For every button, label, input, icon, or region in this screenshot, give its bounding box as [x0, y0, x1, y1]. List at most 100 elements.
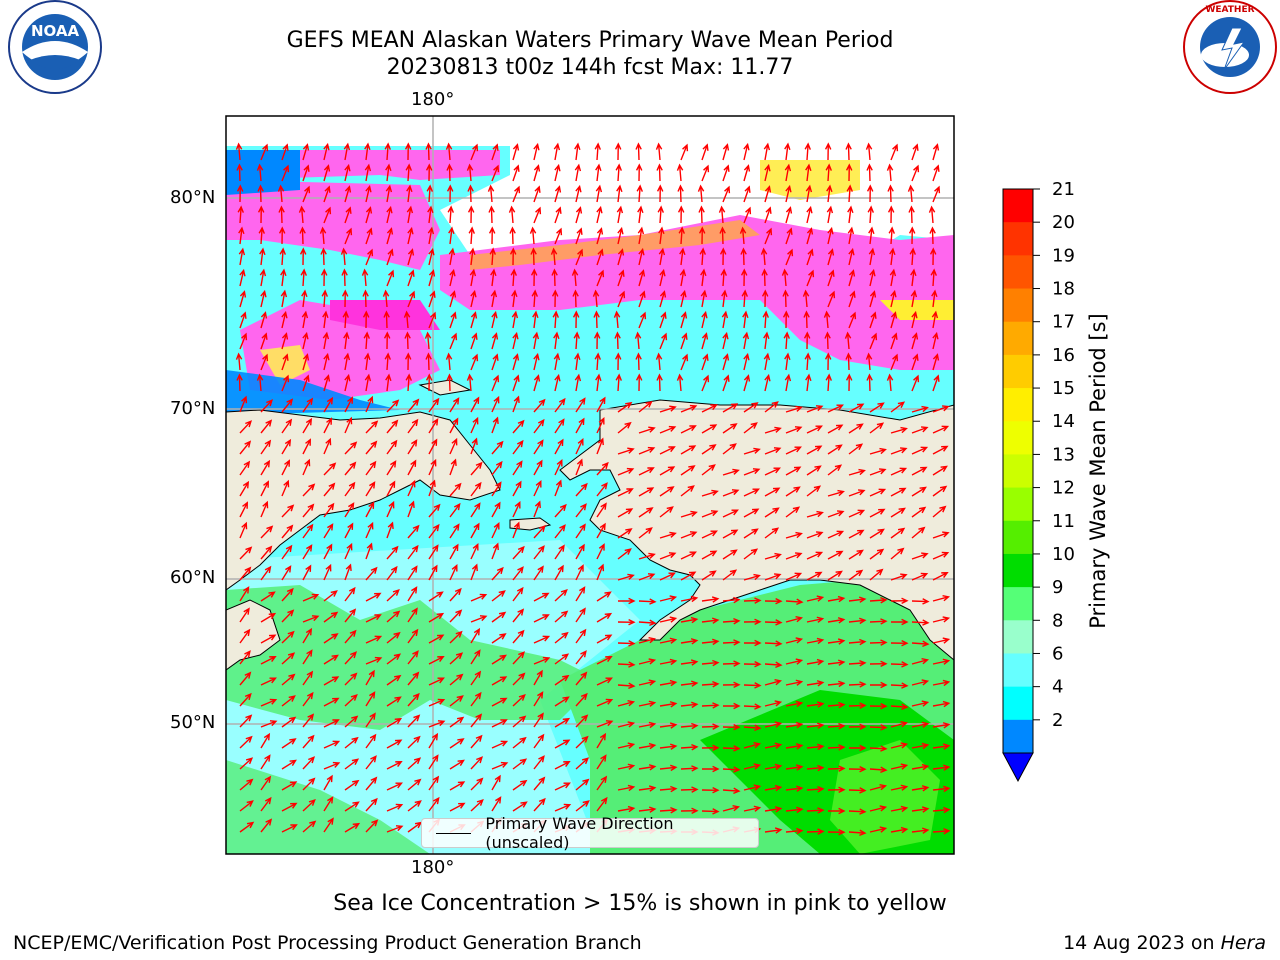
wave-arrow — [407, 628, 419, 644]
wave-arrow — [364, 352, 371, 371]
wave-arrow — [908, 226, 916, 245]
wave-arrow — [932, 679, 951, 687]
wave-arrow — [782, 289, 789, 308]
wave-arrow — [701, 464, 716, 476]
wave-arrow — [785, 721, 804, 729]
wave-arrow — [386, 480, 396, 497]
wave-arrow — [638, 552, 656, 560]
wave-arrow — [805, 163, 812, 182]
wave-arrow — [344, 672, 358, 686]
wave-arrow — [470, 461, 483, 476]
wave-arrow — [281, 398, 294, 413]
wave-arrow — [407, 778, 422, 791]
wave-arrow — [614, 331, 621, 350]
wave-arrow — [677, 184, 684, 203]
wave-arrow — [932, 743, 951, 750]
wave-arrow — [235, 142, 243, 161]
wave-arrow — [635, 142, 642, 161]
wave-arrow — [764, 185, 772, 203]
wave-arrow — [764, 373, 771, 392]
wave-arrow — [554, 564, 564, 581]
wave-arrow — [449, 587, 462, 602]
wave-arrow — [491, 566, 504, 581]
wave-arrow — [344, 416, 353, 434]
wave-arrow — [848, 808, 867, 815]
wave-arrow — [911, 405, 929, 413]
wave-arrow — [386, 439, 398, 455]
wave-arrow — [932, 485, 948, 497]
wave-arrow — [743, 508, 760, 518]
wave-arrow — [533, 185, 541, 203]
wave-arrow — [344, 779, 360, 791]
wave-arrow — [512, 566, 524, 581]
wave-arrow — [574, 163, 582, 182]
wave-arrow — [743, 660, 762, 668]
wave-arrow — [764, 467, 781, 476]
wave-arrow — [701, 786, 720, 794]
wave-arrow — [470, 522, 480, 539]
wave-arrow — [365, 592, 382, 602]
wave-arrow — [575, 227, 583, 245]
wave-arrow — [596, 522, 606, 539]
wave-arrow — [365, 420, 379, 434]
wave-arrow — [658, 226, 665, 245]
wave-arrow — [491, 310, 498, 329]
colorbar: 21 20 19 18 17 16 15 14 13 12 11 10 9 8 6 4 2 — [1002, 179, 1075, 783]
wave-arrow — [722, 331, 729, 350]
wave-arrow — [575, 650, 587, 665]
caption: Sea Ice Concentration > 15% is shown in … — [333, 891, 947, 916]
wave-arrow — [235, 352, 243, 371]
wave-arrow — [806, 571, 823, 581]
legend-line-swatch — [436, 832, 472, 834]
wave-arrow — [260, 677, 277, 686]
wave-arrow — [512, 608, 525, 623]
wave-arrow — [575, 607, 586, 623]
wave-arrow — [638, 467, 655, 476]
wave-arrow — [764, 806, 783, 813]
wave-arrow — [596, 698, 614, 707]
wave-arrow — [930, 268, 937, 287]
wave-arrow — [323, 633, 339, 644]
wave-arrow — [613, 310, 621, 329]
wave-arrow — [617, 401, 633, 413]
wave-arrow — [302, 820, 317, 833]
wave-arrow — [302, 374, 310, 392]
wave-arrow — [869, 548, 885, 560]
wave-arrow — [256, 373, 264, 392]
wave-arrow — [554, 544, 565, 560]
wave-arrow — [680, 571, 697, 581]
wave-arrow — [932, 637, 951, 644]
wave-arrow — [596, 205, 603, 224]
wave-arrow — [848, 529, 865, 539]
wave-arrow — [593, 310, 600, 329]
wave-arrow — [805, 373, 812, 392]
wave-arrow — [869, 618, 888, 625]
wave-arrow — [552, 310, 559, 329]
wave-arrow — [596, 775, 608, 791]
wave-arrow — [407, 800, 422, 812]
wave-arrow — [512, 801, 528, 812]
wave-arrow — [428, 418, 439, 434]
wave-arrow — [764, 227, 773, 245]
wave-arrow — [890, 661, 909, 668]
wave-arrow — [340, 247, 348, 266]
wave-arrow — [281, 802, 298, 812]
wave-arrow — [385, 163, 392, 182]
wave-arrow — [428, 656, 445, 665]
wave-arrow — [659, 531, 677, 539]
wave-arrow — [868, 247, 876, 266]
wave-arrow — [323, 817, 334, 833]
wave-arrow — [491, 332, 499, 350]
wave-arrow — [491, 611, 507, 623]
wave-arrow — [911, 806, 930, 813]
wave-arrow — [596, 417, 605, 434]
wave-direction-arrows — [235, 142, 951, 836]
wave-arrow — [302, 691, 314, 707]
chart-title: GEFS MEAN Alaskan Waters Primary Wave Me… — [286, 28, 894, 53]
colorbar-tick-label: 6 — [1052, 643, 1063, 664]
wave-arrow — [341, 289, 349, 308]
colorbar-tick-label: 4 — [1052, 677, 1063, 698]
wave-arrow — [403, 310, 411, 329]
wave-arrow — [869, 311, 877, 329]
wave-arrow — [260, 612, 277, 623]
